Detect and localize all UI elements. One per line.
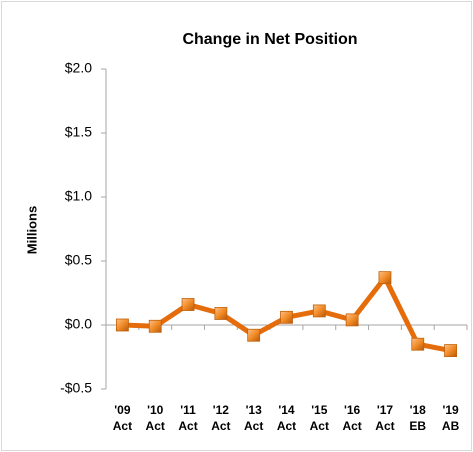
y-tick-label: $0.5 xyxy=(65,252,92,268)
marker xyxy=(148,319,162,333)
x-tick-label: '09 Act xyxy=(112,403,133,433)
y-tick-label: $1.5 xyxy=(65,124,92,140)
x-tick-label: '12 Act xyxy=(211,403,231,433)
marker xyxy=(214,307,228,320)
y-tick-label: $1.0 xyxy=(65,188,92,204)
y-tick-label: -$0.5 xyxy=(60,380,92,396)
chart-title: Change in Net Position xyxy=(182,31,357,48)
y-axis-label: Millions xyxy=(24,206,39,254)
x-tick-label: '19 AB xyxy=(441,403,460,433)
y-tick-label: $0.0 xyxy=(65,316,92,332)
marker xyxy=(312,304,326,318)
x-tick-label: '17 Act xyxy=(375,403,395,433)
x-tick-label: '13 Act xyxy=(244,403,264,433)
marker xyxy=(378,271,392,285)
marker xyxy=(280,310,293,324)
marker xyxy=(345,313,359,327)
marker xyxy=(181,298,195,311)
x-tick-label: '14 Act xyxy=(276,403,297,433)
marker xyxy=(411,337,425,351)
marker xyxy=(247,328,261,342)
x-tick-label: '10 Act xyxy=(145,403,165,433)
y-tick-label: $2.0 xyxy=(65,60,92,76)
x-tick-label: '16 Act xyxy=(342,403,362,433)
x-tick-label: '11 Act xyxy=(178,403,198,433)
x-tick-label: '15 Act xyxy=(309,403,329,433)
marker xyxy=(444,344,457,358)
marker xyxy=(116,318,129,332)
x-tick-label: '18 EB xyxy=(409,403,427,433)
